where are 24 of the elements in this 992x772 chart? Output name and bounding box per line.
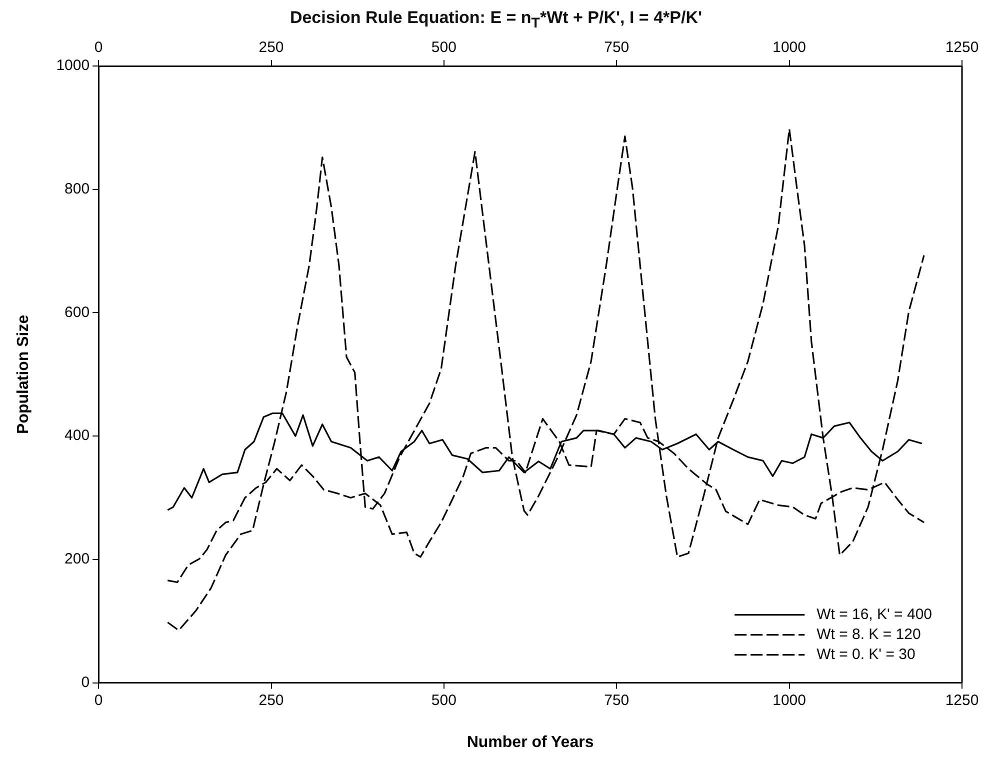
x-axis-title: Number of Years — [466, 734, 594, 751]
y-tick-label: 200 — [64, 550, 90, 568]
x2-tick-label: 0 — [94, 39, 103, 56]
y-tick-label: 0 — [81, 674, 90, 691]
x-tick-label: 250 — [258, 692, 284, 709]
y-tick-label: 1000 — [56, 57, 90, 74]
y-tick-label: 400 — [64, 427, 90, 444]
x-tick-label: 0 — [94, 692, 103, 709]
x-tick-label: 1000 — [772, 692, 806, 709]
x2-tick-label: 500 — [431, 39, 456, 56]
x2-tick-label: 750 — [604, 39, 630, 56]
chart-title: Decision Rule Equation: E = n$_{T}$*Wt + P/K', I = 4*P/K' — [288, 8, 704, 32]
x-tick-label: 500 — [431, 692, 456, 709]
x2-tick-label: 1000 — [772, 39, 806, 56]
legend-label: Wt = 8. K = 120 — [816, 626, 921, 643]
legend-label: Wt = 16, K' = 400 — [816, 606, 932, 623]
x2-tick-label: 250 — [258, 39, 284, 56]
legend-label: Wt = 0. K' = 30 — [816, 646, 916, 663]
x-tick-label: 1250 — [945, 692, 979, 709]
y-axis-title: Population Size — [15, 314, 32, 434]
x-tick-label: 750 — [604, 692, 630, 709]
x2-tick-label: 1250 — [945, 39, 979, 56]
y-tick-label: 800 — [64, 180, 90, 198]
y-tick-label: 600 — [64, 304, 90, 321]
